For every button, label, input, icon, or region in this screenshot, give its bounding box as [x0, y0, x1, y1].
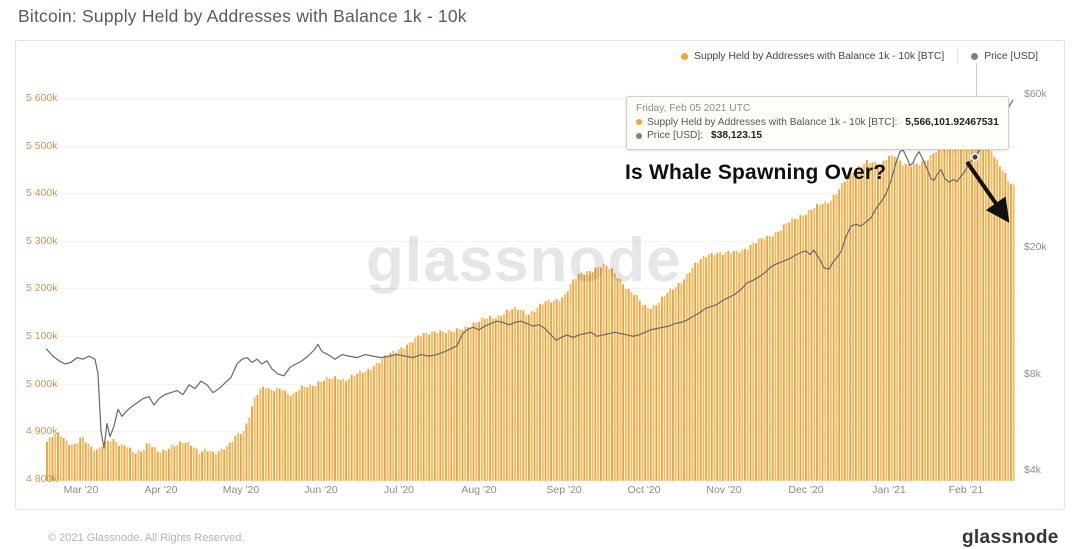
tooltip-price-value: $38,123.15	[711, 130, 763, 141]
y-axis-right-tick: $4k	[1024, 464, 1041, 477]
page-title: Bitcoin: Supply Held by Addresses with B…	[18, 6, 467, 26]
chart-tooltip: Friday, Feb 05 2021 UTC Supply Held by A…	[626, 96, 1009, 150]
y-axis-left-tick: 4 900k	[26, 425, 58, 438]
chart-card: glassnode Supply Held by Addresses with …	[15, 40, 1066, 511]
x-axis-tick: Apr '20	[144, 484, 178, 496]
legend-supply-label: Supply Held by Addresses with Balance 1k…	[694, 50, 945, 62]
y-axis-left-tick: 5 500k	[26, 139, 58, 152]
tooltip-price-row: Price [USD]: $38,123.15	[636, 129, 999, 143]
y-axis-left-tick: 5 200k	[26, 282, 58, 295]
y-axis-left-tick: 5 000k	[26, 377, 58, 390]
x-axis-tick: Feb '21	[948, 484, 984, 496]
x-axis-tick: Jan '21	[872, 484, 906, 496]
x-axis-tick: Oct '20	[627, 484, 661, 496]
x-axis-tick: May '20	[222, 484, 260, 496]
x-axis-tick: Aug '20	[461, 484, 497, 496]
supply-series-dot-icon	[681, 52, 689, 60]
y-axis-right-tick: $60k	[1024, 88, 1047, 100]
x-axis-tick: Mar '20	[63, 484, 99, 496]
x-axis-tick: Sep '20	[546, 484, 582, 496]
x-axis-tick: Jul '20	[383, 484, 415, 496]
tooltip-price-dot-icon	[636, 132, 642, 139]
price-series-dot-icon	[971, 52, 979, 60]
chart-legend: Supply Held by Addresses with Balance 1k…	[681, 48, 1038, 64]
y-axis-left-tick: 5 300k	[26, 234, 58, 247]
legend-separator	[957, 48, 959, 64]
y-axis-left-tick: 4 800k	[26, 472, 58, 485]
y-axis-right-tick: $20k	[1024, 240, 1047, 253]
x-axis-tick: Nov '20	[706, 484, 742, 496]
legend-item-supply[interactable]: Supply Held by Addresses with Balance 1k…	[681, 51, 944, 62]
tooltip-supply-value: 5,566,101.92467531	[905, 116, 999, 128]
tooltip-date: Friday, Feb 05 2021 UTC	[636, 103, 751, 114]
y-axis-left-tick: 5 400k	[26, 187, 58, 200]
annotation-text: Is Whale Spawning Over?	[625, 161, 887, 184]
footer-copyright: © 2021 Glassnode. All Rights Reserved.	[48, 532, 245, 544]
y-axis-left-tick: 5 100k	[26, 330, 58, 342]
tooltip-supply-dot-icon	[636, 119, 642, 126]
tooltip-price-label: Price [USD]:	[647, 130, 704, 141]
y-axis-left-tick: 5 600k	[26, 92, 58, 104]
tooltip-supply-row: Supply Held by Addresses with Balance 1k…	[636, 116, 999, 130]
x-axis-tick: Jun '20	[304, 484, 338, 496]
legend-price-label: Price [USD]	[984, 50, 1038, 62]
legend-item-price[interactable]: Price [USD]	[971, 51, 1038, 62]
x-axis-tick: Dec '20	[788, 484, 824, 496]
tooltip-supply-label: Supply Held by Addresses with Balance 1k…	[647, 116, 898, 128]
y-axis-right-tick: $8k	[1024, 368, 1041, 381]
glassnode-logo: glassnode	[962, 527, 1059, 548]
